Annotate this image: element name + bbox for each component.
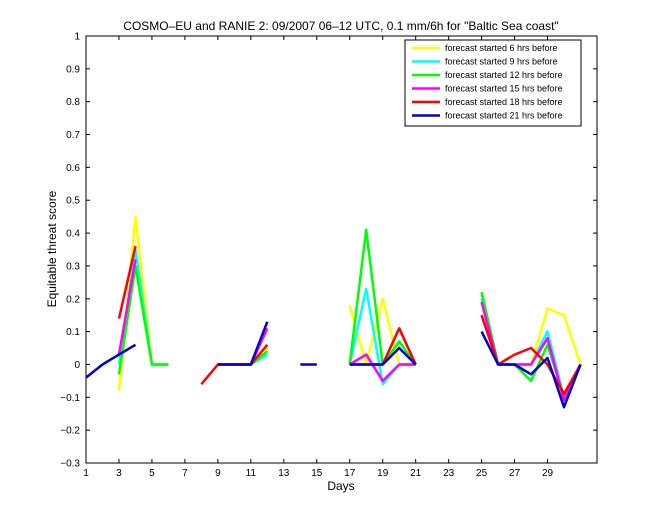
- y-tick-label: 0.3: [66, 261, 80, 272]
- x-tick-label: 21: [410, 468, 422, 479]
- x-tick-label: 29: [542, 468, 554, 479]
- x-axis: 1 3 5 7 9 11 13 15 17 19 21 23 25 27 29: [83, 36, 554, 479]
- x-axis-label: Days: [327, 479, 354, 493]
- y-tick-label: 0.8: [66, 97, 80, 108]
- legend: forecast started 6 hrs before forecast st…: [404, 39, 582, 127]
- y-tick-label: 0.1: [66, 327, 80, 338]
- y-tick-label: 0.9: [66, 64, 80, 75]
- series-6: [85, 321, 582, 409]
- x-tick-label: 1: [83, 468, 89, 479]
- chart-title: COSMO–EU and RANIE 2: 09/2007 06–12 UTC,…: [123, 19, 558, 33]
- x-tick-label: 25: [476, 468, 488, 479]
- y-tick-label: 0.4: [66, 229, 80, 240]
- series-line: [349, 353, 416, 383]
- y-axis-label: Equitable threat score: [45, 190, 59, 307]
- series-line: [117, 264, 169, 375]
- series-line: [480, 331, 582, 409]
- y-tick-label: 0.5: [66, 196, 80, 207]
- x-tick-label: 23: [443, 468, 455, 479]
- x-tick-label: 17: [344, 468, 356, 479]
- x-tick-label: 19: [377, 468, 389, 479]
- y-tick-label: 0.6: [66, 163, 80, 174]
- legend-label: forecast started 21 hrs before: [445, 111, 563, 121]
- legend-box: [404, 39, 582, 127]
- series-line: [117, 245, 137, 319]
- x-tick-label: 13: [278, 468, 290, 479]
- x-tick-label: 27: [509, 468, 521, 479]
- y-tick-label: −0.3: [60, 459, 80, 470]
- x-tick-label: 11: [246, 468, 257, 479]
- legend-label: forecast started 15 hrs before: [445, 84, 563, 94]
- y-tick-label: 0: [74, 360, 80, 371]
- series-line: [117, 259, 137, 355]
- legend-label: forecast started 6 hrs before: [445, 43, 558, 53]
- y-tick-label: 0.2: [66, 294, 80, 305]
- y-tick-label: 1: [74, 32, 80, 43]
- x-tick-label: 3: [116, 468, 122, 479]
- series-layer: [85, 215, 582, 409]
- legend-label: forecast started 12 hrs before: [445, 70, 563, 80]
- series-line: [85, 343, 137, 379]
- series-line: [349, 346, 417, 366]
- x-tick-label: 9: [215, 468, 221, 479]
- x-tick-label: 15: [311, 468, 323, 479]
- x-tick-label: 5: [149, 468, 155, 479]
- legend-label: forecast started 18 hrs before: [445, 97, 563, 107]
- y-tick-label: 0.7: [66, 130, 80, 141]
- x-tick-label: 7: [182, 468, 188, 479]
- y-tick-label: −0.2: [60, 426, 80, 437]
- series-line: [217, 321, 269, 366]
- legend-label: forecast started 9 hrs before: [445, 57, 558, 67]
- y-axis: −0.3 −0.2 −0.1 0 0.1 0.2 0.3 0.4 0.5 0.6 0.7 0.8 0.9…: [60, 32, 597, 470]
- y-tick-label: −0.1: [60, 393, 80, 404]
